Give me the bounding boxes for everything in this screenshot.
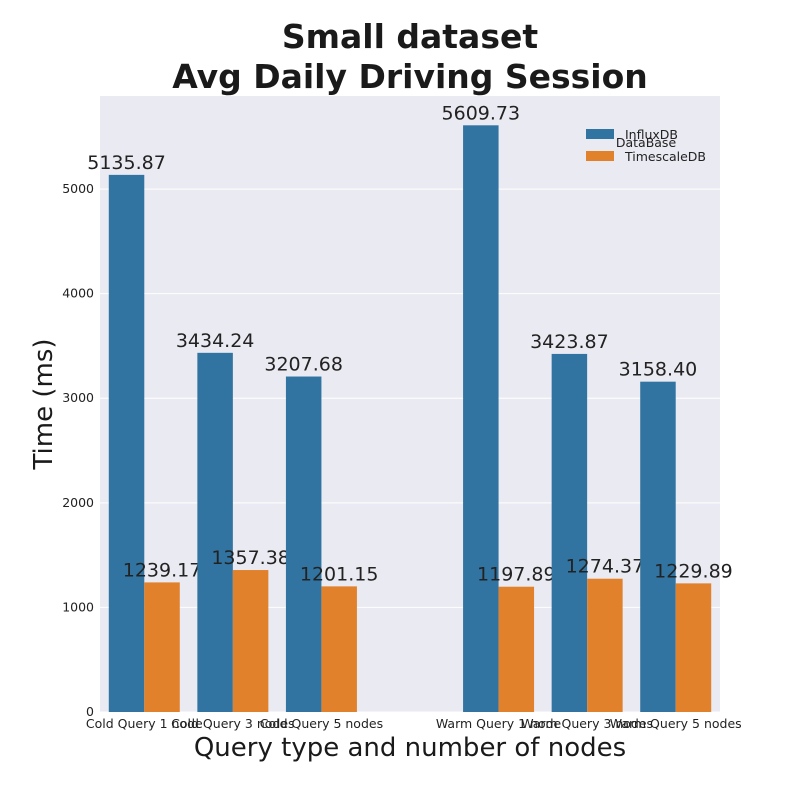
bar-influxdb [640,381,676,712]
x-tick-label: Cold Query 1 node [86,716,203,731]
bar-value-label: 1357.38 [211,547,290,569]
bar-value-label: 3434.24 [176,330,255,352]
legend-title: DataBase [616,135,677,150]
bar-value-label: 3423.87 [530,331,609,353]
x-axis-label: Query type and number of nodes [194,733,626,763]
legend-label-influxdb: InfluxDB [625,127,678,142]
x-tick-label: Warm Query 1 node [436,716,562,731]
y-tick-label: 3000 [62,390,94,405]
bar-influxdb [551,353,588,712]
bar-timescaledb [498,586,535,712]
bar-value-label: 1197.89 [477,564,556,586]
bar-value-label: 3158.40 [619,359,698,381]
x-tick-label: Cold Query 3 nodes [171,716,294,731]
x-tick-label: Warm Query 3 nodes [521,716,653,731]
x-tick-label: Warm Query 5 nodes [610,716,742,731]
y-tick-label: 5000 [62,181,94,196]
bar-timescaledb [144,582,180,712]
bar-timescaledb [675,583,712,712]
bar-value-label: 1239.17 [123,559,202,581]
y-tick-label: 4000 [62,286,94,301]
bar-timescaledb [232,570,269,712]
legend-label-timescaledb: TimescaleDB [624,149,706,164]
bar-value-label: 5609.73 [442,102,521,124]
y-axis-label: Time (ms) [29,338,59,470]
bar-influxdb [197,352,233,712]
bar-influxdb [463,125,499,712]
y-tick-label: 1000 [62,599,94,614]
bar-value-label: 1229.89 [654,560,733,582]
bar-timescaledb [587,578,623,712]
plot-area [100,96,720,712]
legend-swatch-timescaledb [586,151,614,161]
bar-influxdb [108,174,145,712]
bar-value-label: 1201.15 [300,563,379,585]
bar-timescaledb [321,586,357,712]
y-tick-label: 0 [86,704,94,719]
legend-swatch-influxdb [586,129,614,139]
x-tick-label: Cold Query 5 nodes [260,716,383,731]
chart-title-line2: Avg Daily Driving Session [172,57,648,96]
bar-influxdb [285,376,322,712]
chart-title-line1: Small dataset [282,17,538,56]
y-tick-label: 2000 [62,495,94,510]
bar-value-label: 3207.68 [264,354,343,376]
bar-value-label: 1274.37 [566,556,645,578]
bars: 5135.87 1239.17 3434.24 1357.38 3207.68 1201.… [87,102,733,712]
bar-value-label: 5135.87 [87,152,166,174]
legend: DataBase InfluxDB TimescaleDB [586,127,706,164]
